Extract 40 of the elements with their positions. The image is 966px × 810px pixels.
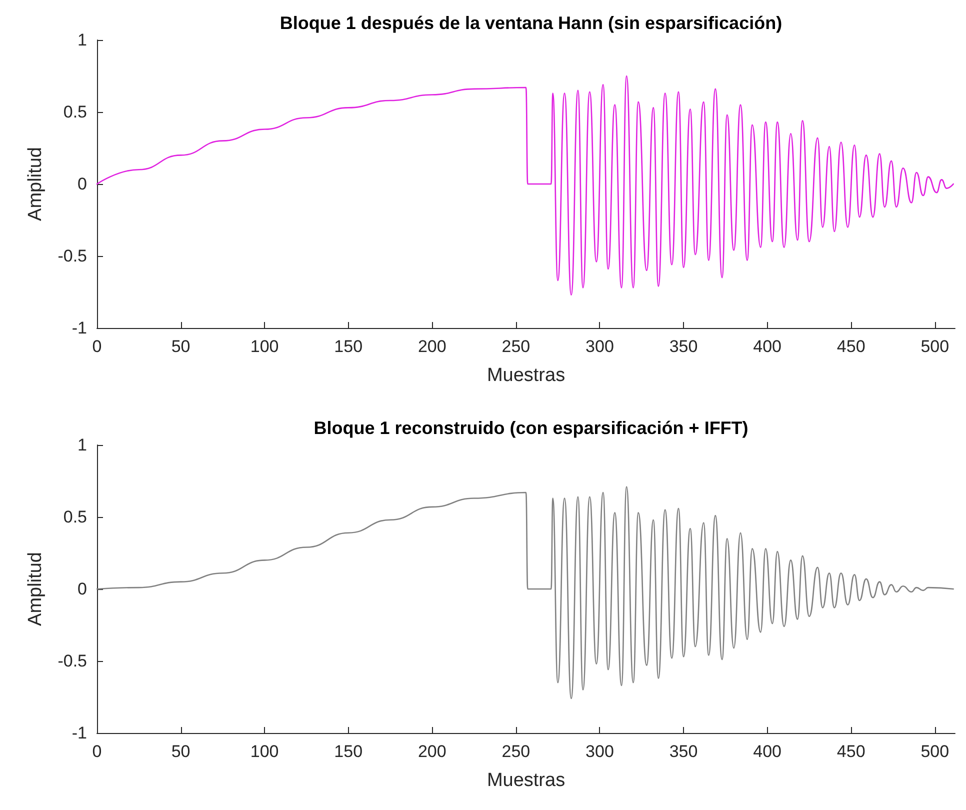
x-tick-label: 0 — [92, 742, 102, 761]
x-tick-label: 50 — [171, 742, 190, 761]
x-tick-label: 250 — [502, 742, 530, 761]
x-tick-label: 350 — [669, 742, 698, 761]
x-tick-label: 450 — [836, 742, 866, 761]
y-tick-label: 0 — [78, 174, 87, 194]
x-tick-label: 0 — [92, 337, 102, 356]
y-tick-label: -0.5 — [58, 652, 87, 670]
x-tick-label: 300 — [586, 742, 614, 761]
y-tick-label: 0.5 — [63, 508, 87, 526]
x-tick-label: 100 — [250, 742, 279, 761]
y-tick-label: -1 — [72, 724, 87, 742]
x-tick-label: 400 — [753, 742, 782, 761]
x-tick-label: 250 — [502, 337, 530, 356]
y-tick-label: 0 — [78, 580, 87, 598]
x-tick-label: 450 — [836, 337, 866, 356]
x-tick-label: 500 — [920, 337, 950, 356]
y-axis-title: Amplitud — [25, 147, 46, 221]
x-tick-label: 500 — [920, 742, 950, 761]
y-tick-label: 0.5 — [63, 102, 87, 122]
chart-title: Bloque 1 reconstruido (con esparsificación + IFFT) — [314, 418, 748, 438]
y-tick-label: 1 — [78, 30, 87, 50]
y-tick-label: 1 — [78, 436, 87, 454]
x-tick-label: 100 — [250, 337, 279, 356]
chart-title: Bloque 1 después de la ventana Hann (sin esparsificación) — [280, 13, 782, 33]
x-tick-label: 350 — [669, 337, 698, 356]
x-tick-label: 150 — [334, 337, 363, 356]
x-axis-title: Muestras — [486, 770, 566, 791]
x-axis-title: Muestras — [486, 365, 566, 386]
line-series — [96, 486, 954, 700]
x-tick-label: 50 — [171, 337, 190, 356]
x-tick-label: 150 — [334, 742, 363, 761]
x-tick-label: 200 — [418, 337, 446, 356]
line-series — [96, 75, 954, 296]
y-tick-label: -1 — [72, 318, 87, 338]
y-axis-title: Amplitud — [25, 552, 46, 626]
y-tick-label: -0.5 — [58, 246, 87, 266]
x-tick-label: 400 — [753, 337, 782, 356]
x-tick-label: 300 — [586, 337, 614, 356]
x-tick-label: 200 — [418, 742, 446, 761]
